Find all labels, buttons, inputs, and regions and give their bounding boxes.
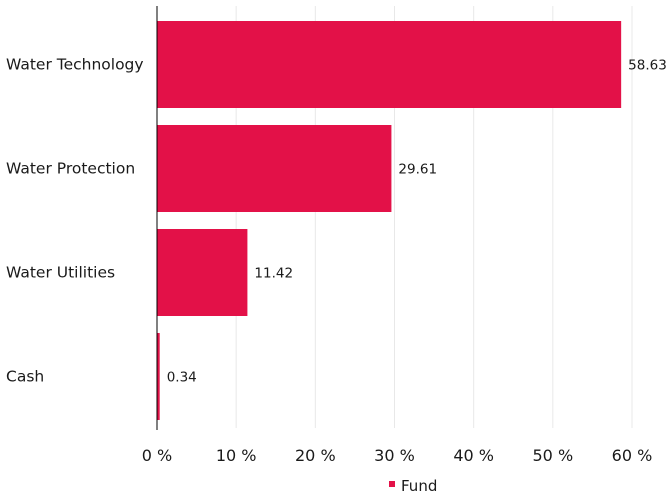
legend: Fund [389, 477, 437, 495]
legend-swatch-fund [389, 481, 395, 487]
x-tick-labels: 0 % 10 % 20 % 30 % 40 % 50 % 60 % [142, 446, 653, 465]
bar [157, 333, 160, 420]
legend-label-fund: Fund [401, 477, 437, 495]
x-tick-label: 50 % [533, 446, 574, 465]
x-tick-label: 60 % [612, 446, 653, 465]
category-label: Water Protection [6, 160, 135, 178]
bars [157, 21, 622, 420]
data-label: 0.34 [167, 370, 197, 386]
bar [157, 21, 622, 108]
data-label: 29.61 [398, 162, 437, 178]
data-labels: 58.63 29.61 11.42 0.34 [167, 58, 667, 386]
bar [157, 125, 392, 212]
category-labels: Water Technology Water Protection Water Ut… [6, 56, 144, 386]
x-tick-label: 20 % [295, 446, 336, 465]
bar [157, 229, 248, 316]
x-tick-label: 30 % [374, 446, 415, 465]
x-tick-label: 0 % [142, 446, 172, 465]
data-label: 11.42 [254, 266, 293, 282]
category-label: Water Technology [6, 56, 144, 74]
x-tick-label: 10 % [216, 446, 257, 465]
category-label: Cash [6, 368, 44, 386]
x-tick-label: 40 % [453, 446, 494, 465]
category-label: Water Utilities [6, 264, 115, 282]
data-label: 58.63 [628, 58, 667, 74]
